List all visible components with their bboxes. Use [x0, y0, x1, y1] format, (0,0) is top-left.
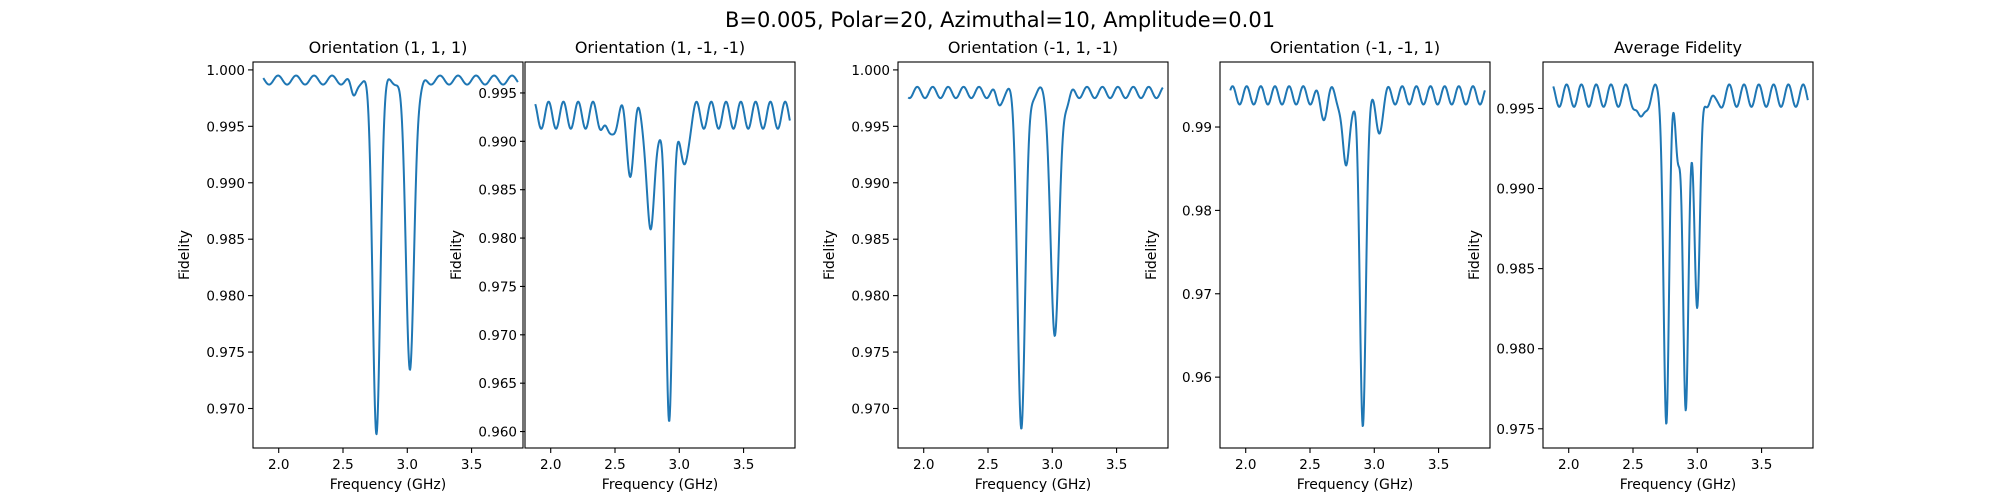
y-tick-label: 0.985 — [206, 232, 245, 248]
panel-title: Orientation (-1, -1, 1) — [1270, 38, 1440, 57]
panel-title: Average Fidelity — [1614, 38, 1742, 57]
chart-panel-3: Orientation (-1, 1, -1) 2.0 2.5 3.0 3.5 0.970… — [822, 38, 1169, 493]
series-line — [1229, 85, 1486, 427]
panel-title: Orientation (-1, 1, -1) — [948, 38, 1118, 57]
x-tick-label: 2.0 — [1235, 457, 1256, 473]
plot-frame — [1542, 61, 1814, 449]
y-tick-label: 0.975 — [478, 279, 517, 295]
y-tick-label: 0.970 — [851, 401, 890, 417]
y-tick-label: 0.965 — [478, 376, 517, 392]
panel-title: Orientation (1, 1, 1) — [309, 38, 468, 57]
y-tick-label: 0.995 — [1496, 101, 1535, 117]
y-tick-label: 1.000 — [851, 63, 890, 79]
y-tick-label: 0.990 — [478, 134, 517, 150]
series-line — [534, 100, 791, 422]
chart-panel-4: Orientation (-1, -1, 1) 2.0 2.5 3.0 3.5 0.96 0… — [1144, 38, 1491, 493]
chart-panel-5: Average Fidelity 2.0 2.5 3.0 3.5 0.975 0.980 0.… — [1467, 38, 1814, 493]
panels: Orientation (1, 1, 1) 2.0 2.5 3.0 3.5 0.970 0.… — [177, 38, 1814, 493]
x-tick-label: 3.5 — [733, 457, 754, 473]
y-axis-label: Fidelity — [177, 230, 193, 280]
y-tick-label: 0.995 — [478, 86, 517, 102]
y-tick-label: 0.980 — [851, 289, 890, 305]
y-axis-label: Fidelity — [1144, 230, 1160, 280]
y-tick-label: 0.995 — [851, 119, 890, 135]
panel-title: Orientation (1, -1, -1) — [575, 38, 745, 57]
x-axis-label: Frequency (GHz) — [1297, 477, 1413, 493]
y-tick-label: 0.975 — [206, 345, 245, 361]
y-tick-label: 0.985 — [1496, 262, 1535, 278]
plot-frame — [252, 61, 524, 449]
chart-panel-2: Orientation (1, -1, -1) 2.0 2.5 3.0 3.5 0.960… — [449, 38, 796, 493]
x-tick-label: 3.0 — [397, 457, 418, 473]
y-tick-label: 1.000 — [206, 63, 245, 79]
x-tick-label: 2.5 — [1299, 457, 1320, 473]
y-tick-label: 0.975 — [851, 345, 890, 361]
y-axis-label: Fidelity — [449, 230, 465, 280]
y-tick-label: 0.970 — [478, 328, 517, 344]
x-tick-label: 3.0 — [1364, 457, 1385, 473]
x-tick-label: 2.0 — [913, 457, 934, 473]
y-tick-label: 0.985 — [478, 183, 517, 199]
x-tick-label: 3.5 — [461, 457, 482, 473]
y-tick-label: 0.990 — [1496, 182, 1535, 198]
x-tick-label: 3.0 — [1687, 457, 1708, 473]
x-tick-label: 2.0 — [268, 457, 289, 473]
series-line — [1552, 83, 1809, 425]
plot-frame — [524, 61, 796, 449]
y-tick-label: 0.990 — [851, 176, 890, 192]
y-tick-label: 0.97 — [1182, 287, 1212, 303]
y-tick-label: 0.96 — [1182, 370, 1212, 386]
series-line — [907, 85, 1164, 430]
figure-title: B=0.005, Polar=20, Azimuthal=10, Amplitu… — [725, 8, 1275, 32]
x-axis-label: Frequency (GHz) — [602, 477, 718, 493]
y-tick-label: 0.985 — [851, 232, 890, 248]
y-axis-label: Fidelity — [1467, 230, 1483, 280]
x-tick-label: 3.5 — [1751, 457, 1772, 473]
x-axis-label: Frequency (GHz) — [330, 477, 446, 493]
y-tick-label: 0.980 — [206, 289, 245, 305]
y-tick-label: 0.975 — [1496, 422, 1535, 438]
y-tick-label: 0.995 — [206, 119, 245, 135]
x-tick-label: 2.5 — [332, 457, 353, 473]
y-tick-label: 0.990 — [206, 176, 245, 192]
y-tick-label: 0.98 — [1182, 203, 1212, 219]
x-tick-label: 2.5 — [1622, 457, 1643, 473]
plot-frame — [897, 61, 1169, 449]
x-tick-label: 3.5 — [1428, 457, 1449, 473]
x-axis-label: Frequency (GHz) — [975, 477, 1091, 493]
x-tick-label: 2.5 — [604, 457, 625, 473]
y-tick-label: 0.980 — [478, 231, 517, 247]
plot-frame — [1219, 61, 1491, 449]
x-tick-label: 2.5 — [977, 457, 998, 473]
x-axis-label: Frequency (GHz) — [1620, 477, 1736, 493]
y-tick-label: 0.960 — [478, 425, 517, 441]
y-tick-label: 0.99 — [1182, 120, 1212, 136]
y-tick-label: 0.970 — [206, 401, 245, 417]
x-tick-label: 2.0 — [540, 457, 561, 473]
y-tick-label: 0.980 — [1496, 342, 1535, 358]
y-axis-label: Fidelity — [822, 230, 838, 280]
x-tick-label: 2.0 — [1558, 457, 1579, 473]
x-tick-label: 3.0 — [669, 457, 690, 473]
x-tick-label: 3.5 — [1106, 457, 1127, 473]
series-line — [262, 74, 519, 436]
chart-panel-1: Orientation (1, 1, 1) 2.0 2.5 3.0 3.5 0.970 0.… — [177, 38, 524, 493]
x-tick-label: 3.0 — [1042, 457, 1063, 473]
